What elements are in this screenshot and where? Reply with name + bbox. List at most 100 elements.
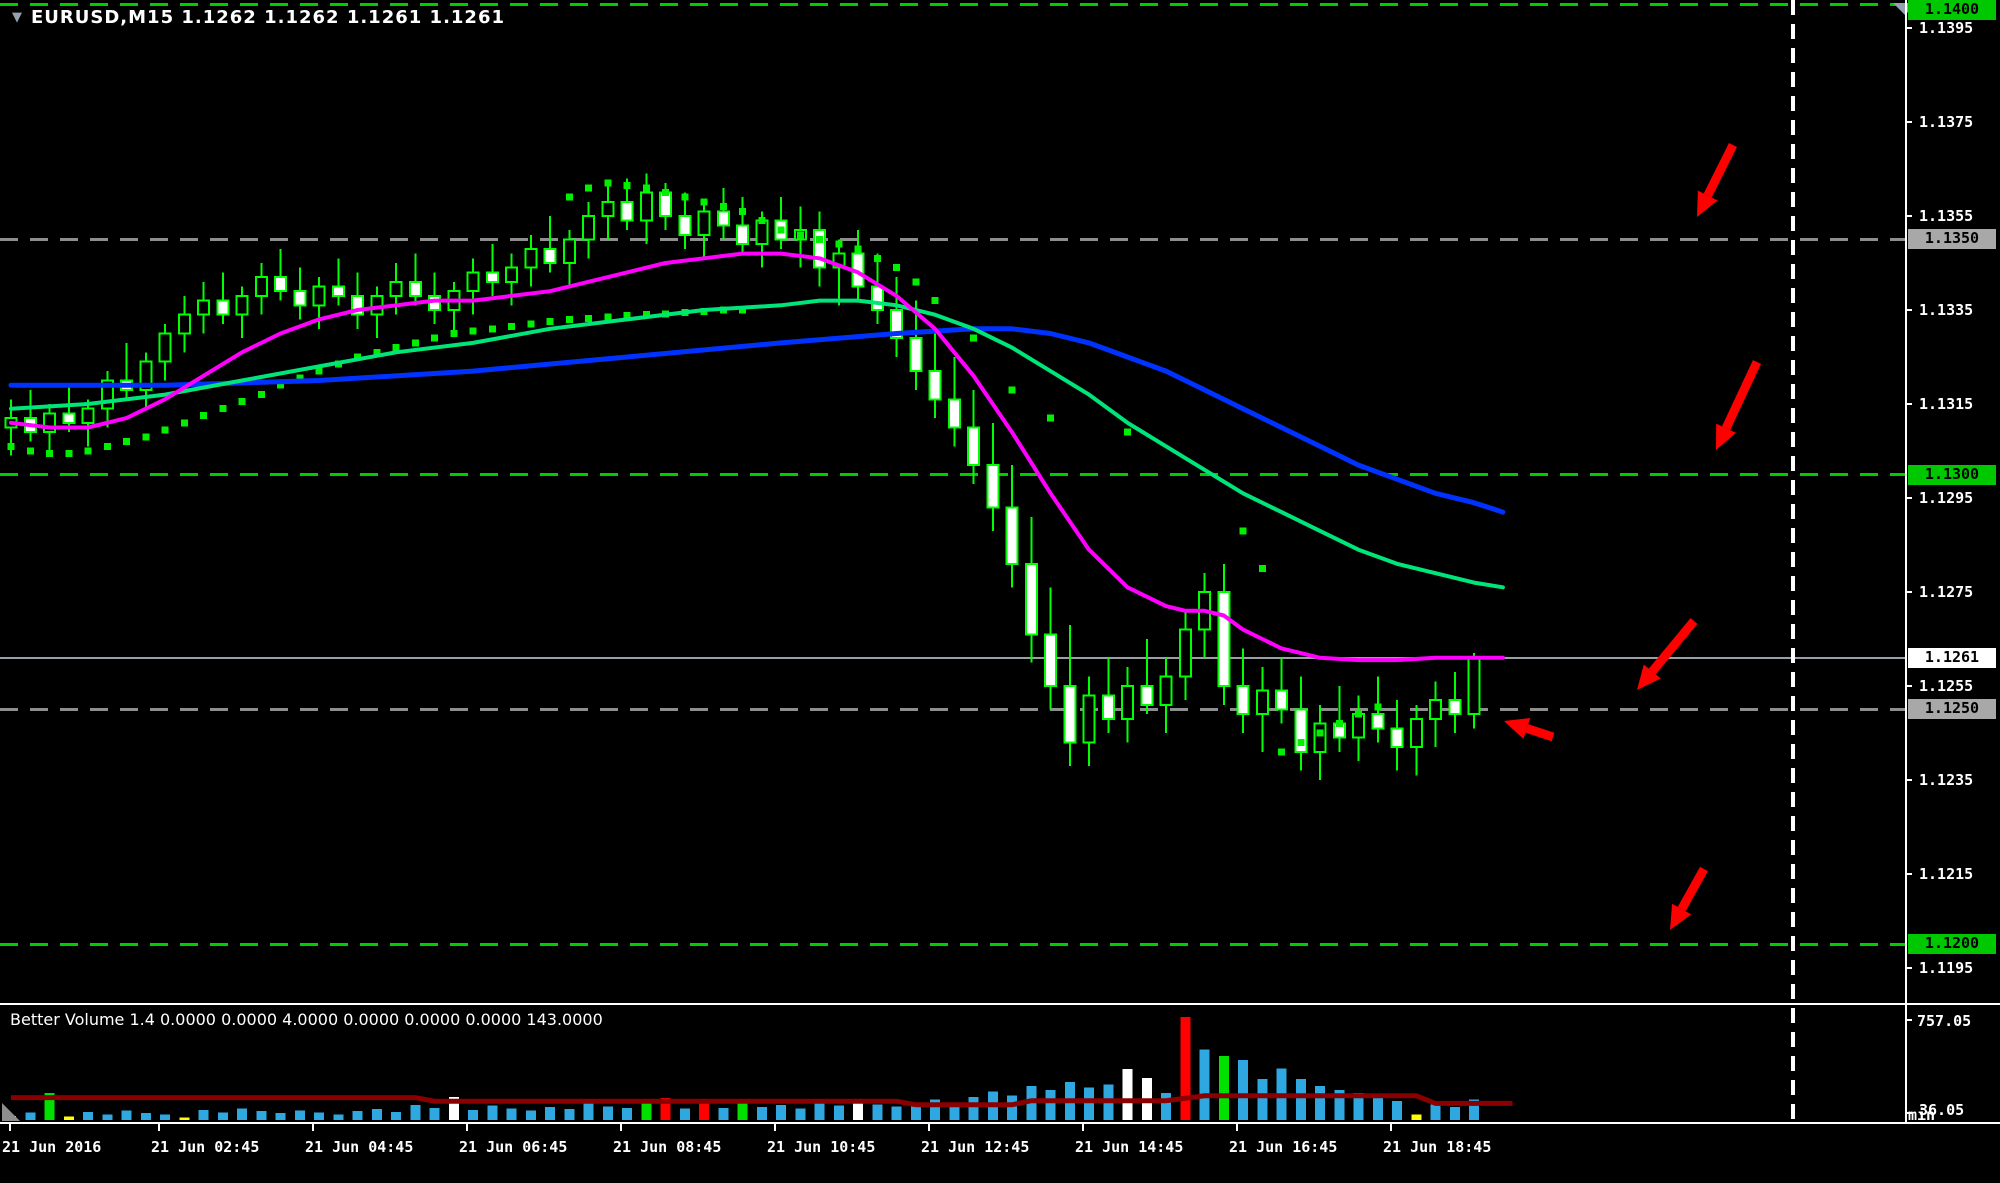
candle-body [158, 332, 172, 363]
candle-body [1448, 699, 1462, 716]
candle-body [1063, 685, 1077, 744]
candle-body [1352, 713, 1365, 739]
candle-body [755, 219, 769, 246]
volume-bar [833, 1105, 844, 1120]
sar-dot-above [758, 217, 766, 225]
volume-bar [1238, 1060, 1248, 1120]
volume-axis-max-label: 757.05 [1917, 1012, 1972, 1030]
sar-dot-below [1278, 748, 1285, 756]
sar-dot-below [546, 318, 554, 326]
sar-dot-below [238, 398, 246, 406]
sar-dot-below [296, 374, 304, 382]
candle-body [697, 210, 711, 236]
volume-bar [371, 1109, 382, 1120]
candle-body [1313, 722, 1327, 753]
volume-bar [294, 1110, 305, 1120]
time-tick-mark [1390, 1123, 1392, 1131]
volume-bar [641, 1101, 652, 1120]
sar-dot-above [1047, 414, 1054, 422]
sar-dot-below [1297, 738, 1305, 746]
red-arrow-shaft [1648, 618, 1698, 675]
volume-bar [737, 1101, 748, 1120]
volume-bar [410, 1105, 421, 1120]
time-tick-mark [158, 1123, 160, 1131]
volume-bar [314, 1112, 324, 1120]
candle-body [1409, 717, 1423, 749]
candle-body [312, 285, 326, 307]
sar-dot-below [180, 419, 188, 427]
chart-title: ▼ EURUSD,M15 1.1262 1.1262 1.1261 1.1261 [12, 7, 505, 28]
red-arrow-shaft [1703, 142, 1738, 198]
candle-body [235, 294, 249, 316]
sar-dot-below [315, 367, 323, 375]
price-tick-label: 1.1375 [1919, 113, 1974, 131]
candle-body [832, 252, 846, 269]
candle-body [62, 412, 76, 424]
candle-body [139, 360, 153, 391]
candle-body [543, 247, 557, 264]
volume-bar [44, 1092, 55, 1120]
volume-scale-grip-icon[interactable] [2, 1103, 20, 1121]
dropdown-triangle-icon[interactable]: ▼ [12, 10, 23, 25]
sar-dot-above [739, 207, 746, 215]
sar-dot-below [739, 306, 746, 314]
volume-ma-line [11, 1093, 1513, 1108]
volume-bar [83, 1111, 93, 1120]
price-tick-mark [1905, 779, 1912, 781]
candle-body [351, 294, 364, 316]
volume-axis-min-overlay-label: min [1908, 1106, 1936, 1124]
volume-bar [468, 1109, 478, 1120]
volume-bar [140, 1113, 151, 1120]
volume-bar [102, 1114, 113, 1120]
sar-dot-below [161, 426, 169, 434]
sar-dot-above [970, 334, 977, 342]
volume-bar [121, 1110, 132, 1120]
time-tick-mark [312, 1123, 314, 1131]
volume-bar [930, 1099, 940, 1120]
volume-bar [1084, 1087, 1094, 1120]
pane-separator[interactable] [0, 1003, 2000, 1005]
candle-body [1082, 694, 1096, 744]
volume-bar [564, 1109, 575, 1120]
volume-bar [1392, 1101, 1402, 1120]
price-tick-label: 1.1215 [1919, 865, 1974, 883]
price-tick-mark [1905, 309, 1912, 311]
sar-dot-below [1335, 720, 1343, 728]
price-tick-mark [1905, 497, 1912, 499]
sar-dot-below [585, 315, 592, 322]
candle-body [716, 210, 730, 227]
candle-body [1255, 689, 1269, 716]
sar-dot-below [508, 322, 515, 330]
sar-dot-below [1374, 703, 1382, 711]
volume-bar [699, 1098, 709, 1120]
candle-body [1024, 562, 1038, 636]
volume-tick-mark [1905, 1112, 1912, 1114]
volume-bar [1469, 1099, 1479, 1120]
candle-body [909, 337, 923, 373]
candle-body [331, 285, 345, 297]
candle-body [1121, 685, 1134, 720]
sar-dot-above [931, 297, 939, 305]
volume-bar [891, 1106, 902, 1120]
red-arrow-head [1637, 664, 1661, 690]
candle-body [1217, 591, 1231, 687]
sar-dot-below [604, 313, 612, 321]
volume-tick-mark [1905, 1019, 1912, 1021]
time-tick-label: 21 Jun 14:45 [1075, 1138, 1184, 1156]
candle-body [1236, 685, 1250, 716]
sar-dot-above [912, 278, 920, 286]
candle-body [254, 276, 268, 297]
volume-bar [63, 1116, 74, 1120]
sar-dot-below [392, 344, 400, 352]
candle-body [678, 215, 692, 236]
time-tick-mark [466, 1123, 468, 1131]
volume-bar [179, 1117, 190, 1120]
candle-body [485, 271, 499, 283]
candle-body [1294, 708, 1308, 753]
sar-dot-above [873, 254, 881, 262]
volume-bar [756, 1107, 767, 1120]
candle-body [1178, 628, 1192, 678]
candle-body [293, 290, 307, 307]
time-tick-mark [1082, 1123, 1084, 1131]
